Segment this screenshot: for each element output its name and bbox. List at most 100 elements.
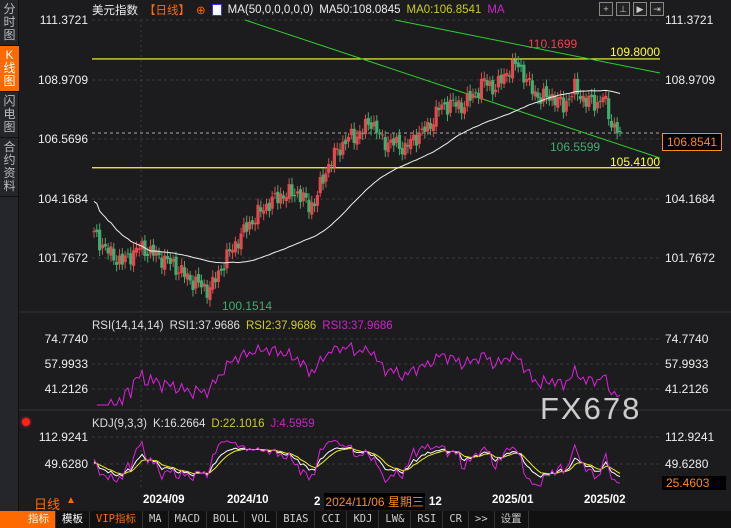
candle-body <box>327 163 331 173</box>
candle-body <box>561 97 566 113</box>
candle-body <box>423 126 427 133</box>
settings-circle-icon[interactable]: ⊕ <box>196 5 206 17</box>
tab-contract-info[interactable]: 合约资料 <box>0 138 19 197</box>
candle-body <box>321 174 325 184</box>
candle-body <box>553 95 557 106</box>
candle-body <box>380 134 385 136</box>
tab-bias[interactable]: BIAS <box>277 511 316 528</box>
tab-vip-indicators[interactable]: VIP指标 <box>90 511 143 528</box>
settings-button[interactable]: 设置 <box>495 511 529 528</box>
candle-body <box>457 100 461 110</box>
tab-boll[interactable]: BOLL <box>207 511 246 528</box>
tab-flash[interactable]: 闪电图 <box>0 92 19 138</box>
low-annotation: 100.1514 <box>222 299 273 313</box>
candle-body <box>148 246 153 254</box>
alert-icon[interactable] <box>22 418 30 426</box>
fit-icon[interactable]: ⊥ <box>616 2 630 16</box>
candle-body <box>443 102 447 105</box>
candle-body <box>366 118 370 125</box>
tab-cr[interactable]: CR <box>443 511 470 528</box>
candle-body <box>488 81 492 87</box>
candle-body <box>477 92 481 98</box>
candle-body <box>544 86 549 98</box>
candle-body <box>513 59 517 64</box>
tab-lw[interactable]: LW& <box>379 511 412 528</box>
tab-vol[interactable]: VOL <box>245 511 278 528</box>
candle-body <box>601 97 605 103</box>
candle-body <box>242 224 246 233</box>
ma50-value: MA50:108.0845 <box>319 4 401 16</box>
crosshair-icon[interactable]: + <box>599 2 613 16</box>
time-tick: 2025/02 <box>584 494 626 506</box>
rsi-line <box>96 341 621 407</box>
candle-body <box>499 74 503 84</box>
jump-end-icon[interactable]: ⇥ <box>650 2 664 16</box>
candle-body <box>163 255 167 270</box>
candle-body <box>417 132 421 144</box>
play-icon[interactable]: ▶ <box>633 2 647 16</box>
candle-body <box>595 102 599 109</box>
chart-canvas[interactable] <box>0 0 731 511</box>
period-selector[interactable]: 日线 <box>34 497 61 512</box>
candle-body <box>185 273 189 280</box>
candle-body <box>522 64 526 83</box>
candle-body <box>332 147 336 168</box>
candle-body <box>307 199 311 213</box>
price-axis-label: 104.1684 <box>37 192 88 206</box>
chart-header: 美元指数 【日线】 ⊕ MA(50,0,0,0,0,0) MA50:108.08… <box>92 2 505 18</box>
kdj-j-value: J:4.5959 <box>270 418 315 430</box>
more-tabs-button[interactable]: >> <box>469 511 495 528</box>
candle-body <box>284 197 288 202</box>
candle-body <box>208 287 212 301</box>
candle-body <box>329 165 334 167</box>
kdj-d-value: D:22.1016 <box>211 418 265 430</box>
price-axis-label: 106.5696 <box>37 132 88 146</box>
candle-body <box>202 283 206 287</box>
candle-body <box>344 139 348 145</box>
candle-body <box>573 78 577 95</box>
candle-body <box>264 203 269 211</box>
candle-body <box>131 250 136 266</box>
rsi2-value: RSI2:37.9686 <box>245 320 317 332</box>
tab-cci[interactable]: CCI <box>315 511 348 528</box>
candle-body <box>510 59 515 79</box>
candle-body <box>98 229 102 251</box>
ma-chart-icon[interactable] <box>211 4 222 16</box>
rsi-axis-label-right: 41.2126 <box>665 382 709 396</box>
tab-templates[interactable]: 模板 <box>56 511 90 528</box>
tab-timeshare[interactable]: 分时图 <box>0 0 19 46</box>
tab-kline[interactable]: K线图 <box>0 46 19 92</box>
candle-body <box>394 136 399 144</box>
period-label[interactable]: 【日线】 <box>144 5 190 17</box>
candle-body <box>318 177 322 194</box>
candle-body <box>607 98 611 120</box>
candle-body <box>165 256 170 260</box>
time-tick: 12 <box>428 495 442 508</box>
tab-kdj[interactable]: KDJ <box>347 511 380 528</box>
candle-body <box>451 99 455 101</box>
candle-body <box>460 102 464 113</box>
tab-macd[interactable]: MACD <box>169 511 207 528</box>
period-up-arrow-icon[interactable]: ▲ <box>66 495 76 506</box>
candle-body <box>256 204 260 225</box>
tab-rsi[interactable]: RSI <box>411 511 444 528</box>
tab-indicators[interactable]: 指标 <box>0 511 56 528</box>
rsi1-value: RSI1:37.9686 <box>169 320 240 332</box>
candle-body <box>134 247 139 253</box>
rsi-axis-label: 74.7740 <box>44 332 88 346</box>
candle-body <box>287 184 291 199</box>
tab-ma[interactable]: MA <box>143 511 169 528</box>
candle-body <box>468 90 472 101</box>
rsi-axis-label: 57.9933 <box>44 357 88 371</box>
ma-params[interactable]: MA(50,0,0,0,0,0) <box>227 4 314 16</box>
candle-body <box>338 149 342 156</box>
candle-body <box>267 202 271 212</box>
candle-body <box>199 280 204 288</box>
candle-body <box>465 93 469 107</box>
candle-body <box>358 131 362 140</box>
candle-body <box>129 253 133 265</box>
candle-body <box>140 241 144 250</box>
candle-body <box>100 244 105 249</box>
candle-body <box>375 120 379 133</box>
candle-body <box>372 122 376 127</box>
